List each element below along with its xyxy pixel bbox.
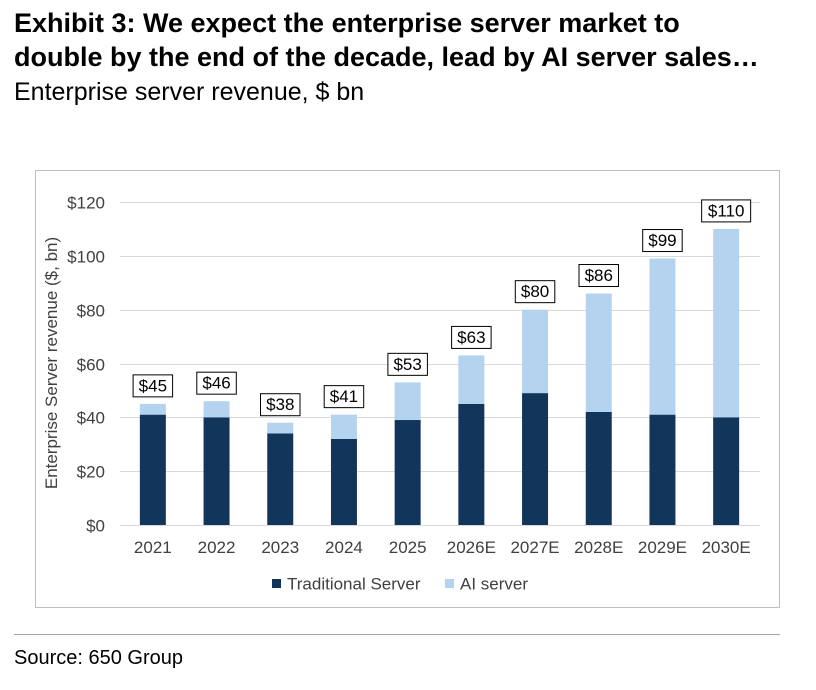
- y-tick-label-0: $0: [86, 517, 105, 536]
- total-label-2026E: $63: [457, 328, 485, 347]
- bars: [139, 228, 740, 525]
- x-tick-label-2030E: 2030E: [702, 538, 751, 557]
- bar-ai-2030E: [713, 228, 740, 418]
- total-label-box-2023: [260, 393, 301, 417]
- legend-swatch-ai: [445, 579, 454, 588]
- x-tick-label-2028E: 2028E: [574, 538, 623, 557]
- total-label-2021: $45: [139, 376, 167, 395]
- total-label-2027E: $80: [521, 282, 549, 301]
- total-label-2030E: $110: [708, 201, 745, 220]
- data-labels: $45 $46 $38 $41 $53 $63 $80 $86 $99 $110: [132, 199, 752, 417]
- bar-traditional-2030E: [713, 417, 740, 525]
- bar-traditional-2023: [267, 433, 294, 525]
- total-label-box-2029E: [642, 229, 683, 253]
- y-tick-label-80: $80: [77, 302, 105, 321]
- bar-ai-2024: [330, 414, 357, 439]
- total-label-2023: $38: [266, 395, 294, 414]
- total-label-2029E: $99: [648, 231, 676, 250]
- bar-ai-2025: [394, 382, 421, 421]
- bar-ai-2026E: [458, 355, 485, 404]
- legend: Traditional Server AI server: [272, 575, 528, 594]
- source-divider: [14, 634, 780, 635]
- total-label-box-2028E: [578, 264, 619, 288]
- bar-ai-2021: [139, 403, 166, 415]
- y-tick-label-40: $40: [77, 409, 105, 428]
- legend-swatch-traditional: [272, 579, 281, 588]
- bar-traditional-2029E: [649, 414, 676, 525]
- bar-traditional-2027E: [522, 393, 549, 525]
- x-tick-label-2025: 2025: [389, 538, 427, 557]
- legend-label-traditional: Traditional Server: [287, 575, 421, 594]
- x-tick-label-2029E: 2029E: [638, 538, 687, 557]
- x-tick-label-2027E: 2027E: [510, 538, 559, 557]
- total-label-2022: $46: [202, 374, 230, 393]
- x-tick-label-2024: 2024: [325, 538, 363, 557]
- x-tick-label-2021: 2021: [134, 538, 172, 557]
- exhibit-subtitle: Enterprise server revenue, $ bn: [14, 78, 365, 106]
- total-label-box-2025: [387, 352, 428, 376]
- bar-traditional-2022: [203, 417, 230, 525]
- y-tick-label-20: $20: [77, 463, 105, 482]
- bar-ai-2023: [267, 422, 294, 434]
- stacked-bar-chart: $0 $20 $40 $60 $80 $100 $120 Enterprise Server…: [35, 170, 780, 608]
- bar-traditional-2025: [394, 420, 421, 525]
- total-label-box-2022: [196, 371, 237, 395]
- legend-label-ai: AI server: [460, 575, 528, 594]
- total-label-box-2024: [323, 385, 365, 409]
- y-tick-label-100: $100: [67, 248, 105, 267]
- bar-traditional-2021: [139, 414, 166, 525]
- bar-traditional-2024: [330, 438, 357, 525]
- x-axis-ticks: 2021 2022 2023 2024 2025 2026E 2027E 2028E 2029E…: [134, 538, 751, 557]
- exhibit-title: Exhibit 3: We expect the enterprise serv…: [14, 6, 759, 74]
- exhibit-title-line-1: Exhibit 3: We expect the enterprise serv…: [14, 8, 680, 38]
- source-note: Source: 650 Group: [14, 647, 183, 669]
- total-label-box-2021: [132, 374, 174, 398]
- total-label-box-2027E: [514, 280, 556, 304]
- y-axis-ticks: $0 $20 $40 $60 $80 $100 $120: [67, 194, 105, 536]
- y-tick-label-60: $60: [77, 356, 105, 375]
- bar-traditional-2028E: [585, 411, 612, 525]
- bar-ai-2022: [203, 401, 230, 418]
- x-tick-label-2023: 2023: [261, 538, 299, 557]
- bar-ai-2027E: [522, 309, 549, 394]
- total-label-2024: $41: [330, 387, 358, 406]
- bar-ai-2028E: [585, 293, 612, 412]
- bar-traditional-2026E: [458, 403, 485, 525]
- total-label-2025: $53: [393, 355, 421, 374]
- total-label-2028E: $86: [585, 266, 613, 285]
- exhibit-title-line-2: double by the end of the decade, lead by…: [14, 42, 759, 72]
- x-tick-label-2022: 2022: [198, 538, 236, 557]
- x-tick-label-2026E: 2026E: [447, 538, 496, 557]
- y-axis-label: Enterprise Server revenue ($, bn): [42, 237, 61, 489]
- total-label-box-2030E: [701, 199, 752, 223]
- bar-ai-2029E: [649, 258, 676, 415]
- y-tick-label-120: $120: [67, 194, 105, 213]
- total-label-box-2026E: [451, 325, 492, 349]
